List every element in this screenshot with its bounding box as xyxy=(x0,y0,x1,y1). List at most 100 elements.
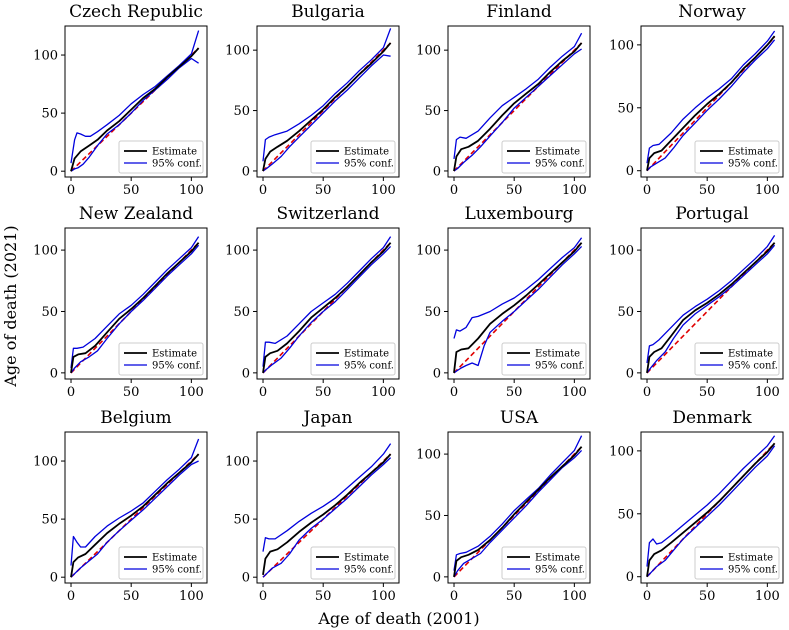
legend-label: Estimate xyxy=(728,349,773,360)
subplot-title: Japan xyxy=(302,408,353,428)
subplot-title: Bulgaria xyxy=(291,2,365,22)
estimate-line xyxy=(646,242,776,374)
plot-area xyxy=(262,236,392,374)
estimate-line xyxy=(70,47,200,172)
plot-area xyxy=(262,443,392,578)
subplot-title: Switzerland xyxy=(276,204,379,224)
y-tick-label: 0 xyxy=(50,571,58,586)
estimate-line xyxy=(262,42,392,172)
x-tick-label: 100 xyxy=(371,183,396,198)
x-tick-label: 0 xyxy=(259,183,267,198)
plot-area xyxy=(453,435,583,578)
y-tick-label: 50 xyxy=(424,305,441,320)
confidence-line xyxy=(453,245,583,374)
x-tick-label: 0 xyxy=(643,589,651,604)
x-tick-label: 100 xyxy=(179,589,204,604)
legend-label: Estimate xyxy=(344,147,389,158)
estimate-line xyxy=(453,42,583,172)
x-tick-label: 100 xyxy=(371,589,396,604)
y-tick-label: 50 xyxy=(41,107,58,122)
y-tick-label: 50 xyxy=(233,513,250,528)
x-tick-label: 100 xyxy=(755,183,780,198)
y-tick-label: 0 xyxy=(626,570,634,585)
x-tick-label: 50 xyxy=(699,385,716,400)
confidence-line xyxy=(70,30,200,164)
legend-label: 95% conf. xyxy=(152,565,202,576)
confidence-line xyxy=(646,235,776,364)
y-tick-label: 0 xyxy=(626,164,634,179)
subplot-title: Czech Republic xyxy=(69,2,203,22)
subplot-frame xyxy=(640,431,784,584)
y-tick-label: 100 xyxy=(416,244,441,259)
x-tick-label: 0 xyxy=(67,589,75,604)
legend-label: Estimate xyxy=(152,553,197,564)
x-tick-label: 100 xyxy=(755,385,780,400)
plot-area xyxy=(453,32,583,172)
plot-area xyxy=(646,435,776,578)
y-tick-label: 100 xyxy=(416,44,441,59)
x-tick-label: 100 xyxy=(562,589,587,604)
confidence-line xyxy=(646,39,776,172)
estimate-line xyxy=(453,446,583,578)
legend-label: 95% conf. xyxy=(535,159,585,170)
subplot-title: Norway xyxy=(678,2,746,22)
legend-label: Estimate xyxy=(535,553,580,564)
confidence-line xyxy=(646,435,776,567)
y-tick-label: 100 xyxy=(225,244,250,259)
x-axis-label: Age of death (2001) xyxy=(317,609,479,628)
legend-box xyxy=(310,546,396,580)
legend-label: 95% conf. xyxy=(535,565,585,576)
legend-box xyxy=(310,342,396,376)
legend-label: 95% conf. xyxy=(152,159,202,170)
x-tick-label: 100 xyxy=(179,385,204,400)
confidence-line xyxy=(453,48,582,172)
subplot-frame xyxy=(64,227,208,380)
x-tick-label: 100 xyxy=(755,589,780,604)
confidence-line xyxy=(70,244,200,374)
y-tick-label: 100 xyxy=(416,448,441,463)
subplot-title: Denmark xyxy=(672,408,752,428)
confidence-line xyxy=(646,244,776,374)
subplot-frame xyxy=(640,227,784,380)
y-tick-label: 0 xyxy=(433,570,441,585)
x-tick-label: 50 xyxy=(315,183,332,198)
legend-label: 95% conf. xyxy=(152,361,202,372)
y-tick-label: 0 xyxy=(433,366,441,381)
y-tick-label: 50 xyxy=(233,104,250,119)
confidence-line xyxy=(453,449,583,578)
x-tick-label: 0 xyxy=(259,589,267,604)
subplot-title: New Zealand xyxy=(79,204,193,224)
y-tick-label: 0 xyxy=(242,366,250,381)
subplot-frame xyxy=(640,25,784,178)
y-tick-label: 100 xyxy=(33,49,58,64)
confidence-line xyxy=(70,460,199,578)
confidence-line xyxy=(453,435,583,571)
y-tick-label: 0 xyxy=(626,366,634,381)
legend-label: 95% conf. xyxy=(535,361,585,372)
y-tick-label: 100 xyxy=(609,444,634,459)
y-tick-label: 0 xyxy=(433,164,441,179)
y-tick-label: 100 xyxy=(33,455,58,470)
y-tick-label: 100 xyxy=(609,38,634,53)
plot-area xyxy=(453,237,583,374)
estimate-line xyxy=(646,35,776,171)
y-tick-label: 100 xyxy=(225,44,250,59)
reference-diagonal xyxy=(453,42,583,172)
legend-box xyxy=(310,140,396,174)
x-tick-label: 50 xyxy=(315,385,332,400)
x-tick-label: 50 xyxy=(315,589,332,604)
x-tick-label: 50 xyxy=(123,385,140,400)
